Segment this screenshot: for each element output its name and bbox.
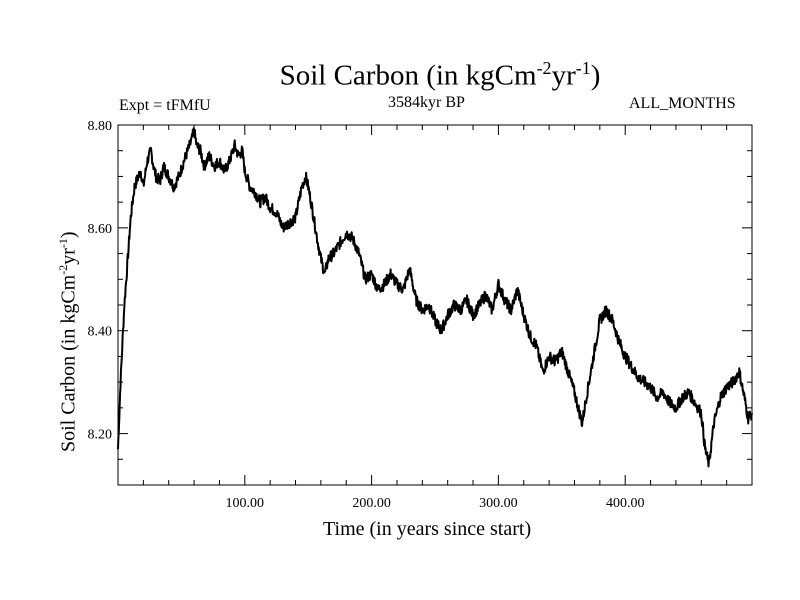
x-tick-label: 300.00 bbox=[479, 496, 518, 511]
x-tick-label: 100.00 bbox=[226, 496, 265, 511]
y-axis-label-main: Soil Carbon (in kgCm bbox=[57, 274, 80, 452]
x-tick-label: 400.00 bbox=[606, 496, 645, 511]
chart-title-end: ) bbox=[590, 59, 601, 92]
x-tick-label: 200.00 bbox=[352, 496, 391, 511]
chart-title-exponent-2: -1 bbox=[575, 58, 591, 78]
x-axis-label: Time (in years since start) bbox=[323, 518, 532, 540]
period-subtitle: 3584kyr BP bbox=[388, 94, 465, 111]
y-axis-label: Soil Carbon (in kgCm-2yr-1) bbox=[56, 231, 81, 452]
months-label: ALL_MONTHS bbox=[629, 95, 736, 112]
y-axis-label-end: ) bbox=[57, 231, 80, 239]
y-axis-label-exponent-2: -1 bbox=[56, 238, 70, 249]
y-tick-label: 8.20 bbox=[88, 428, 113, 443]
chart-title-exponent-1: -2 bbox=[536, 58, 552, 78]
y-axis-label-exponent-1: -2 bbox=[56, 264, 70, 275]
y-tick-label: 8.60 bbox=[88, 222, 113, 237]
plot-frame bbox=[117, 124, 753, 486]
y-axis-label-mid: yr bbox=[57, 248, 80, 265]
tick-group: 100.00 200.00 300.00 400.00 8.20 8.40 8.60 8.80 bbox=[88, 119, 752, 511]
chart-title: Soil Carbon (in kgCm-2yr-1) bbox=[0, 58, 800, 93]
chart-title-main: Soil Carbon (in kgCm bbox=[279, 59, 537, 92]
chart-title-mid: yr bbox=[551, 59, 576, 92]
y-tick-label: 8.40 bbox=[88, 325, 113, 340]
y-tick-label: 8.80 bbox=[88, 119, 113, 134]
experiment-label: Expt = tFMfU bbox=[119, 97, 211, 114]
series-line-soil-carbon bbox=[117, 127, 753, 468]
